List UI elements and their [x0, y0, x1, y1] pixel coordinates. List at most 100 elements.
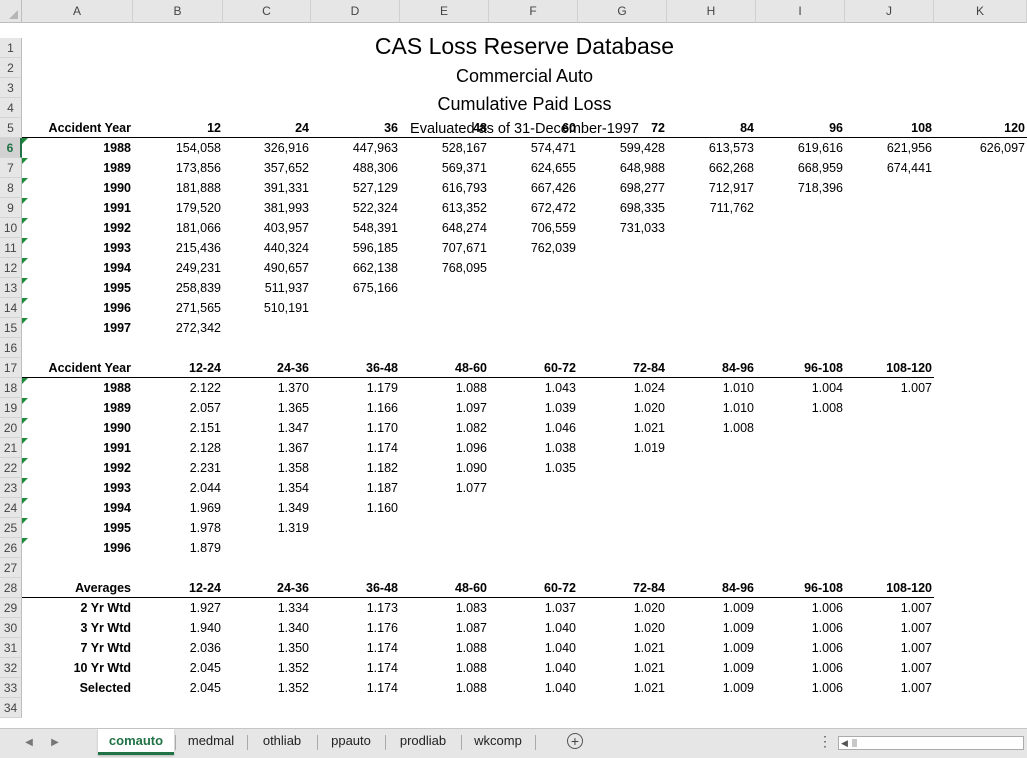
- triangle-age-header[interactable]: 24: [223, 118, 311, 138]
- averages-period-header[interactable]: 48-60: [400, 578, 489, 598]
- factors-value-cell[interactable]: 1.010: [722, 381, 754, 395]
- factors-value-cell[interactable]: 1.170: [366, 421, 398, 435]
- row-header-1[interactable]: 1: [0, 38, 22, 58]
- averages-value-cell[interactable]: 1.007: [900, 681, 932, 695]
- averages-header[interactable]: Averages: [22, 578, 133, 598]
- triangle-value-cell[interactable]: 648,274: [441, 221, 487, 235]
- row-header-33[interactable]: 33: [0, 678, 22, 698]
- triangle-value-cell[interactable]: 648,988: [619, 161, 665, 175]
- row-header-3[interactable]: 3: [0, 78, 22, 98]
- factors-value-cell[interactable]: 1.319: [277, 521, 309, 535]
- triangle-year-cell[interactable]: 1996: [103, 301, 131, 315]
- factors-value-cell[interactable]: 2.151: [189, 421, 221, 435]
- column-header-a[interactable]: A: [22, 0, 133, 23]
- factors-year-cell[interactable]: 1989: [103, 401, 131, 415]
- more-options-icon[interactable]: ⋮: [818, 733, 832, 749]
- factors-value-cell[interactable]: 1.010: [722, 401, 754, 415]
- triangle-year-cell[interactable]: 1993: [103, 241, 131, 255]
- averages-value-cell[interactable]: 1.009: [722, 661, 754, 675]
- factors-value-cell[interactable]: 1.024: [633, 381, 665, 395]
- triangle-value-cell[interactable]: 667,426: [530, 181, 576, 195]
- triangle-value-cell[interactable]: 613,352: [441, 201, 487, 215]
- factors-value-cell[interactable]: 1.090: [455, 461, 487, 475]
- averages-value-cell[interactable]: 1.040: [544, 621, 576, 635]
- row-header-13[interactable]: 13: [0, 278, 22, 298]
- triangle-year-cell[interactable]: 1994: [103, 261, 131, 275]
- averages-value-cell[interactable]: 1.174: [366, 641, 398, 655]
- select-all-corner[interactable]: [0, 0, 22, 23]
- averages-value-cell[interactable]: 1.040: [544, 661, 576, 675]
- triangle-value-cell[interactable]: 574,471: [530, 141, 576, 155]
- triangle-age-header[interactable]: 12: [133, 118, 223, 138]
- averages-value-cell[interactable]: 1.352: [277, 681, 309, 695]
- row-header-25[interactable]: 25: [0, 518, 22, 538]
- triangle-value-cell[interactable]: 488,306: [352, 161, 398, 175]
- row-header-6[interactable]: 6: [0, 138, 22, 158]
- row-header-18[interactable]: 18: [0, 378, 22, 398]
- scroll-left-arrow-icon[interactable]: ◀: [841, 738, 848, 748]
- averages-value-cell[interactable]: 1.007: [900, 601, 932, 615]
- column-header-g[interactable]: G: [578, 0, 667, 23]
- averages-value-cell[interactable]: 1.334: [277, 601, 309, 615]
- factors-year-cell[interactable]: 1993: [103, 481, 131, 495]
- averages-value-cell[interactable]: 1.940: [189, 621, 221, 635]
- row-header-27[interactable]: 27: [0, 558, 22, 578]
- averages-value-cell[interactable]: 1.040: [544, 681, 576, 695]
- averages-value-cell[interactable]: 2.036: [189, 641, 221, 655]
- triangle-year-cell[interactable]: 1990: [103, 181, 131, 195]
- averages-value-cell[interactable]: 1.174: [366, 661, 398, 675]
- triangle-value-cell[interactable]: 768,095: [441, 261, 487, 275]
- averages-value-cell[interactable]: 1.020: [633, 621, 665, 635]
- triangle-value-cell[interactable]: 527,129: [352, 181, 398, 195]
- row-header-28[interactable]: 28: [0, 578, 22, 598]
- factors-value-cell[interactable]: 1.182: [366, 461, 398, 475]
- triangle-value-cell[interactable]: 510,191: [263, 301, 309, 315]
- triangle-value-cell[interactable]: 706,559: [530, 221, 576, 235]
- averages-value-cell[interactable]: 1.173: [366, 601, 398, 615]
- factors-value-cell[interactable]: 2.057: [189, 401, 221, 415]
- row-header-31[interactable]: 31: [0, 638, 22, 658]
- factors-value-cell[interactable]: 1.008: [811, 401, 843, 415]
- sheet-tab-wkcomp[interactable]: wkcomp: [474, 733, 522, 748]
- averages-value-cell[interactable]: 1.176: [366, 621, 398, 635]
- row-header-34[interactable]: 34: [0, 698, 22, 718]
- averages-value-cell[interactable]: 1.037: [544, 601, 576, 615]
- factors-period-header[interactable]: 84-96: [667, 358, 756, 378]
- factors-value-cell[interactable]: 1.046: [544, 421, 576, 435]
- triangle-value-cell[interactable]: 707,671: [441, 241, 487, 255]
- row-header-29[interactable]: 29: [0, 598, 22, 618]
- plus-circle-icon[interactable]: +: [567, 733, 583, 749]
- triangle-value-cell[interactable]: 718,396: [797, 181, 843, 195]
- triangle-year-cell[interactable]: 1988: [103, 141, 131, 155]
- factors-value-cell[interactable]: 1.035: [544, 461, 576, 475]
- triangle-value-cell[interactable]: 569,371: [441, 161, 487, 175]
- averages-value-cell[interactable]: 1.340: [277, 621, 309, 635]
- triangle-value-cell[interactable]: 672,472: [530, 201, 576, 215]
- averages-period-header[interactable]: 96-108: [756, 578, 845, 598]
- triangle-age-header[interactable]: 84: [667, 118, 756, 138]
- scrollbar-thumb[interactable]: [852, 739, 857, 747]
- triangle-value-cell[interactable]: 698,277: [619, 181, 665, 195]
- averages-name-cell[interactable]: 10 Yr Wtd: [73, 661, 131, 675]
- factors-value-cell[interactable]: 2.231: [189, 461, 221, 475]
- factors-value-cell[interactable]: 1.174: [366, 441, 398, 455]
- factors-value-cell[interactable]: 1.097: [455, 401, 487, 415]
- sheet-tab-prodliab[interactable]: prodliab: [399, 733, 447, 748]
- averages-period-header[interactable]: 108-120: [845, 578, 934, 598]
- averages-value-cell[interactable]: 2.045: [189, 681, 221, 695]
- factors-value-cell[interactable]: 1.166: [366, 401, 398, 415]
- factors-value-cell[interactable]: 1.365: [277, 401, 309, 415]
- factors-value-cell[interactable]: 1.978: [189, 521, 221, 535]
- row-header-30[interactable]: 30: [0, 618, 22, 638]
- triangle-value-cell[interactable]: 668,959: [797, 161, 843, 175]
- factors-value-cell[interactable]: 1.347: [277, 421, 309, 435]
- factors-value-cell[interactable]: 1.358: [277, 461, 309, 475]
- factors-value-cell[interactable]: 2.044: [189, 481, 221, 495]
- triangle-value-cell[interactable]: 624,655: [530, 161, 576, 175]
- row-header-4[interactable]: 4: [0, 98, 22, 118]
- triangle-value-cell[interactable]: 548,391: [352, 221, 398, 235]
- factors-year-cell[interactable]: 1988: [103, 381, 131, 395]
- column-header-d[interactable]: D: [311, 0, 400, 23]
- factors-year-cell[interactable]: 1996: [103, 541, 131, 555]
- factors-period-header[interactable]: 108-120: [845, 358, 934, 378]
